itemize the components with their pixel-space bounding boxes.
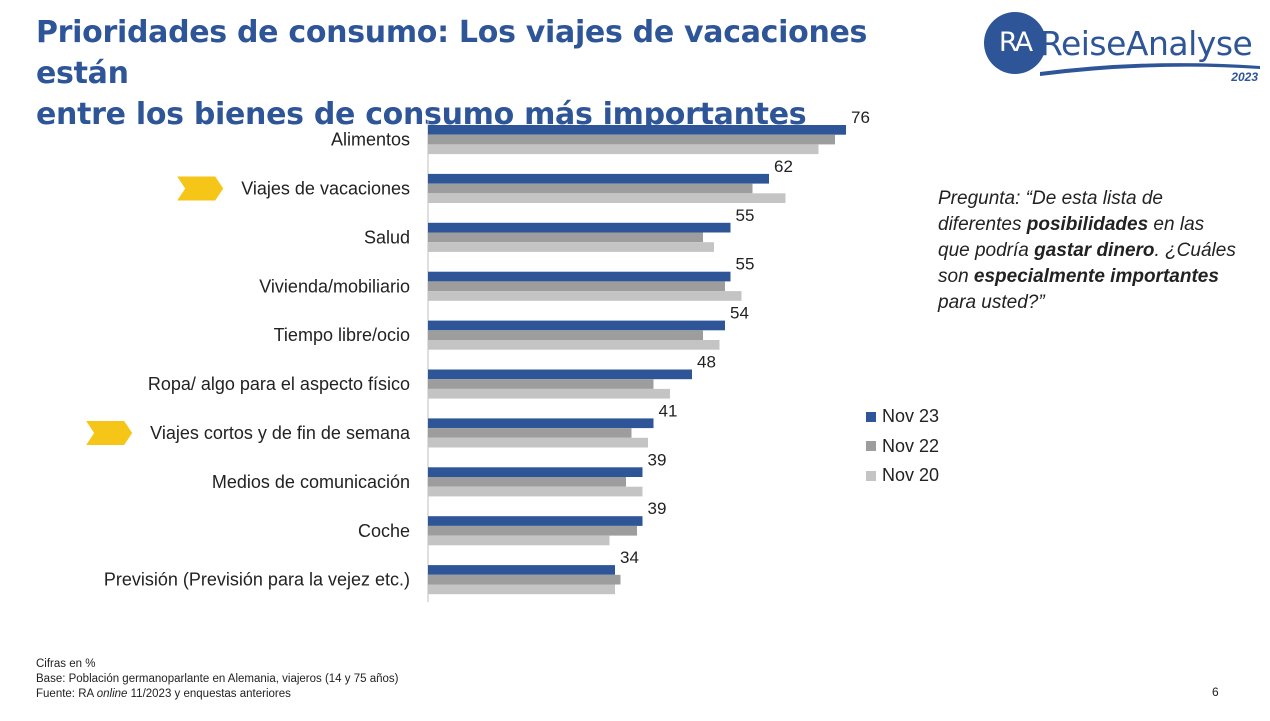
data-label-salud: 55 bbox=[736, 206, 755, 225]
bar-coche-nov22 bbox=[428, 525, 637, 536]
bar-vivienda-mobiliario-nov20 bbox=[428, 291, 742, 301]
legend-label-nov23: Nov 23 bbox=[882, 406, 940, 427]
bar-alimentos-nov23 bbox=[428, 125, 846, 135]
category-label-alimentos: Alimentos bbox=[331, 130, 410, 150]
highlight-arrow-viajes-de-vacaciones bbox=[177, 176, 224, 201]
page-number: 6 bbox=[1212, 685, 1219, 699]
legend-item-nov23: Nov 23 bbox=[866, 402, 939, 432]
category-label-medios-de-comunicacion: Medios de comunicación bbox=[212, 472, 410, 492]
category-label-viajes-de-vacaciones: Viajes de vacaciones bbox=[241, 178, 410, 198]
question-text-1: Pregunta: “De esta lista de diferentes bbox=[938, 188, 1163, 235]
question-text-2: en las que podría bbox=[938, 214, 1205, 261]
bar-viajes-cortos-y-de-fin-de-semana-nov23 bbox=[428, 418, 654, 429]
bar-prevision-prevision-para-la-vejez-etc-nov20 bbox=[428, 584, 615, 595]
bar-alimentos-nov20 bbox=[428, 144, 819, 155]
title-line-1: Prioridades de consumo: Los viajes de va… bbox=[36, 15, 868, 91]
question-bold-2: gastar dinero bbox=[1034, 240, 1155, 261]
bar-alimentos-nov22 bbox=[428, 134, 835, 145]
bar-tiempo-libre-ocio-nov23 bbox=[428, 320, 725, 331]
category-label-viajes-cortos-y-de-fin-de-semana: Viajes cortos y de fin de semana bbox=[150, 423, 411, 443]
bar-vivienda-mobiliario-nov22 bbox=[428, 281, 725, 292]
bar-viajes-cortos-y-de-fin-de-semana-nov20 bbox=[428, 437, 648, 448]
category-label-coche: Coche bbox=[358, 521, 410, 541]
bar-ropa-algo-para-el-aspecto-fisico-nov23 bbox=[428, 369, 692, 380]
bar-salud-nov23 bbox=[428, 222, 731, 233]
logo-swoosh bbox=[1040, 63, 1260, 76]
footer-units: Cifras en % bbox=[36, 658, 96, 670]
bar-tiempo-libre-ocio-nov20 bbox=[428, 340, 720, 350]
footer-source: Fuente: RA online 11/2023 y enquestas an… bbox=[36, 687, 398, 702]
legend-label-nov20: Nov 20 bbox=[882, 465, 940, 486]
legend-swatch-nov20 bbox=[866, 470, 876, 481]
bar-medios-de-comunicacion-nov22 bbox=[428, 477, 626, 487]
category-label-ropa-algo-para-el-aspecto-fisico: Ropa/ algo para el aspecto físico bbox=[148, 374, 410, 394]
data-label-prevision-prevision-para-la-vejez-etc: 34 bbox=[620, 548, 639, 567]
data-label-medios-de-comunicacion: 39 bbox=[648, 450, 667, 469]
bar-prevision-prevision-para-la-vejez-etc-nov22 bbox=[428, 574, 621, 585]
highlight-arrow-viajes-cortos-y-de-fin-de-semana bbox=[86, 420, 133, 445]
question-text-3: . ¿Cuáles son bbox=[938, 240, 1236, 287]
bar-medios-de-comunicacion-nov20 bbox=[428, 486, 643, 497]
bar-viajes-de-vacaciones-nov20 bbox=[428, 193, 786, 203]
data-label-ropa-algo-para-el-aspecto-fisico: 48 bbox=[697, 353, 716, 372]
data-label-tiempo-libre-ocio: 54 bbox=[730, 304, 749, 323]
survey-question: Pregunta: “De esta lista de diferentes p… bbox=[938, 186, 1238, 316]
data-label-vivienda-mobiliario: 55 bbox=[736, 255, 755, 274]
legend-item-nov22: Nov 22 bbox=[866, 432, 939, 462]
footer-source-em: online bbox=[96, 688, 128, 700]
category-label-prevision-prevision-para-la-vejez-etc: Previsión (Previsión para la vejez etc.) bbox=[104, 570, 410, 590]
bar-coche-nov23 bbox=[428, 516, 643, 526]
legend-label-nov22: Nov 22 bbox=[882, 435, 940, 456]
bar-prevision-prevision-para-la-vejez-etc-nov23 bbox=[428, 565, 615, 575]
bar-ropa-algo-para-el-aspecto-fisico-nov20 bbox=[428, 388, 670, 399]
bar-viajes-cortos-y-de-fin-de-semana-nov22 bbox=[428, 428, 632, 438]
bar-vivienda-mobiliario-nov23 bbox=[428, 271, 731, 282]
data-label-viajes-cortos-y-de-fin-de-semana: 41 bbox=[659, 401, 678, 420]
data-label-coche: 39 bbox=[648, 499, 667, 518]
category-label-vivienda-mobiliario: Vivienda/mobiliario bbox=[259, 276, 410, 296]
data-label-alimentos: 76 bbox=[851, 108, 870, 127]
bar-salud-nov20 bbox=[428, 242, 714, 252]
bar-coche-nov20 bbox=[428, 535, 610, 546]
bar-salud-nov22 bbox=[428, 232, 703, 243]
category-label-tiempo-libre-ocio: Tiempo libre/ocio bbox=[274, 325, 410, 345]
question-text-4: para usted?” bbox=[938, 292, 1045, 313]
footer-notes: Cifras en % Base: Población germanoparla… bbox=[36, 657, 398, 702]
bar-ropa-algo-para-el-aspecto-fisico-nov22 bbox=[428, 379, 654, 389]
reiseanalyse-logo: RA ReiseAnalyse 2023 bbox=[984, 12, 1264, 92]
logo-year: 2023 bbox=[1231, 70, 1258, 84]
logo-initials: RA bbox=[984, 12, 1046, 74]
logo-name: ReiseAnalyse bbox=[1040, 24, 1253, 63]
legend-swatch-nov22 bbox=[866, 441, 876, 452]
chart-legend: Nov 23 Nov 22 Nov 20 bbox=[866, 402, 939, 491]
bar-tiempo-libre-ocio-nov22 bbox=[428, 330, 703, 340]
data-label-viajes-de-vacaciones: 62 bbox=[774, 157, 793, 176]
bar-viajes-de-vacaciones-nov23 bbox=[428, 173, 769, 184]
category-label-salud: Salud bbox=[364, 227, 410, 247]
bar-medios-de-comunicacion-nov23 bbox=[428, 467, 643, 477]
question-bold-1: posibilidades bbox=[1026, 214, 1149, 235]
question-bold-3: especialmente importantes bbox=[973, 266, 1219, 287]
bar-viajes-de-vacaciones-nov22 bbox=[428, 183, 753, 194]
footer-base: Base: Población germanoparlante en Alema… bbox=[36, 673, 399, 685]
footer-source-post: 11/2023 y enquestas anteriores bbox=[127, 688, 291, 700]
legend-item-nov20: Nov 20 bbox=[866, 461, 939, 491]
legend-swatch-nov23 bbox=[866, 411, 876, 422]
footer-source-pre: Fuente: RA bbox=[36, 688, 97, 700]
